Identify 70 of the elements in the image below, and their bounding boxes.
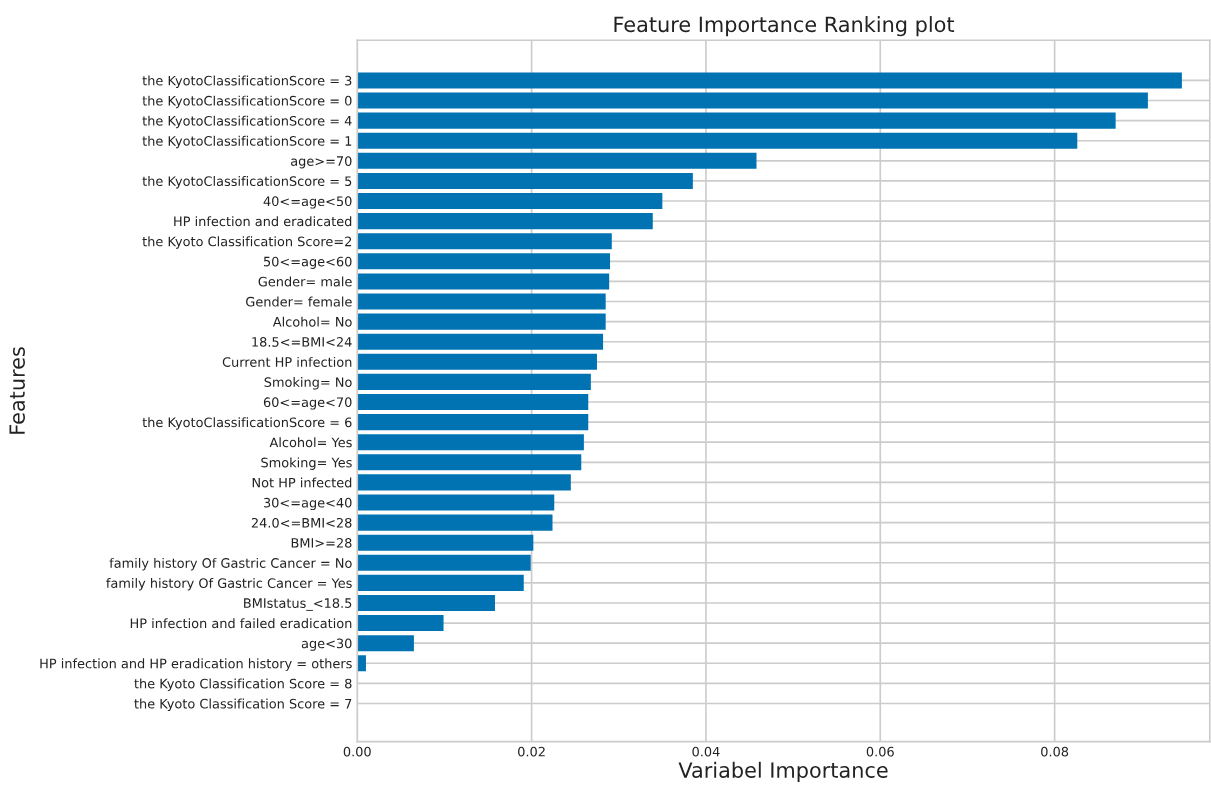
bar [357, 152, 757, 169]
bar [357, 454, 582, 471]
bar [357, 293, 606, 310]
x-tick-label: 0.08 [1041, 746, 1069, 757]
y-tick-label: Alcohol= Yes [269, 437, 352, 448]
x-tick-label: 0.00 [343, 746, 371, 757]
bar [357, 655, 366, 672]
bar [357, 72, 1182, 89]
y-tick-label: 24.0<=BMI<28 [251, 517, 352, 528]
y-tick-label: the KyotoClassificationScore = 0 [142, 95, 352, 109]
bar [357, 494, 555, 511]
y-tick-label: BMIstatus_<18.5 [244, 598, 352, 611]
y-tick-label: Gender= male [258, 276, 352, 287]
chart-title: Feature Importance Ranking plot [614, 16, 955, 37]
y-tick-label: Current HP infection [222, 356, 352, 367]
x-tick-label: 0.06 [866, 746, 894, 757]
bar [357, 474, 571, 491]
y-tick-label: family history Of Gastric Cancer = No [109, 557, 352, 571]
bar [357, 92, 1148, 109]
bar [357, 233, 612, 250]
y-tick-label: 50<=age<60 [263, 256, 352, 269]
bar [357, 172, 693, 189]
y-tick-label: 40<=age<50 [263, 196, 352, 209]
bar [357, 112, 1116, 129]
y-tick-label: 18.5<=BMI<24 [252, 337, 352, 347]
bar [357, 353, 597, 370]
y-tick-label: HP infection and failed eradication [130, 618, 352, 629]
y-tick-label: the KyotoClassificationScore = 5 [142, 176, 352, 189]
y-tick-label: Alcohol= No [272, 316, 352, 327]
bar [357, 594, 495, 612]
bar [357, 514, 553, 531]
y-tick-label: BMI>=28 [291, 538, 352, 548]
bar [357, 253, 611, 270]
y-tick-label: 60<=age<70 [263, 397, 352, 410]
y-tick-label: family history Of Gastric Cancer = Yes [106, 577, 352, 591]
bar [357, 615, 444, 632]
y-tick-label: age<30 [301, 638, 352, 651]
bar [357, 393, 589, 411]
bar [357, 132, 1078, 149]
bar [357, 192, 663, 210]
y-tick-label: age>=70 [291, 156, 352, 169]
bar [357, 213, 653, 230]
bar [357, 554, 531, 571]
bar [357, 373, 591, 390]
y-tick-label: Smoking= Yes [261, 457, 352, 470]
y-tick-label: the Kyoto Classification Score = 7 [134, 698, 352, 712]
y-axis-title: Features [9, 347, 25, 434]
x-axis-title: Variabel Importance [678, 761, 888, 782]
y-tick-label: the KyotoClassificationScore = 1 [142, 135, 352, 149]
y-tick-label: Not HP infected [252, 477, 352, 488]
y-tick-label: Gender= female [246, 296, 352, 307]
x-tick-label: 0.02 [518, 746, 545, 757]
bar [357, 273, 610, 290]
y-tick-label: the KyotoClassificationScore = 4 [142, 115, 352, 129]
bar [357, 635, 414, 652]
y-tick-label: HP infection and eradicated [174, 216, 352, 227]
y-tick-label: the Kyoto Classification Score = 8 [134, 678, 352, 691]
y-tick-label: the Kyoto Classification Score=2 [142, 236, 352, 249]
bar [357, 313, 606, 330]
y-tick-label: 30<=age<40 [263, 497, 352, 511]
bar [357, 414, 589, 431]
y-tick-label: the KyotoClassificationScore = 3 [142, 75, 352, 89]
bar [357, 333, 604, 350]
y-tick-label: HP infection and HP eradication history = others [40, 658, 352, 671]
y-tick-label: the KyotoClassificationScore = 6 [142, 417, 352, 430]
bar [357, 434, 584, 451]
y-tick-label: Smoking= No [264, 377, 352, 390]
x-tick-label: 0.04 [692, 746, 720, 757]
bar [357, 534, 534, 551]
bar [357, 574, 524, 591]
